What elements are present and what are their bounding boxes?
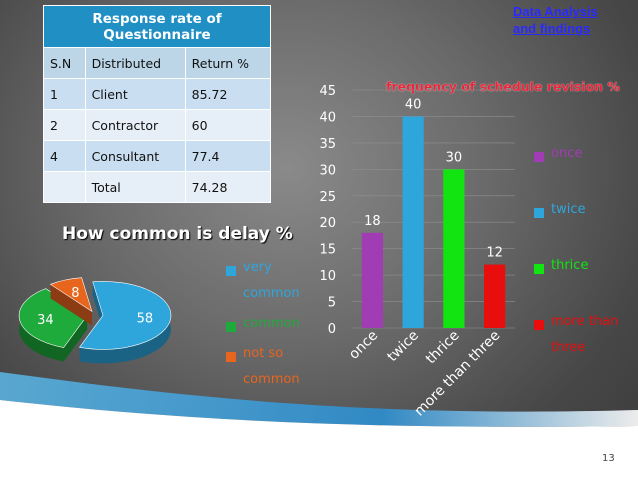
- table-cell: 1: [43, 78, 86, 110]
- table-cell: 85.72: [184, 78, 272, 110]
- table-row: 4 Consultant 77.4: [43, 140, 272, 172]
- x-category-label: twice: [384, 328, 422, 366]
- column-header: Return %: [184, 47, 272, 79]
- legend-label: common: [243, 316, 300, 331]
- pie-slice: [49, 277, 93, 326]
- legend-swatch: [534, 152, 544, 162]
- legend-item: once: [534, 146, 582, 167]
- column-header: Distributed: [84, 47, 186, 79]
- y-tick-label: 40: [319, 110, 336, 125]
- column-header: S.N: [43, 47, 86, 79]
- table-cell: 74.28: [184, 171, 272, 203]
- legend-swatch: [534, 264, 544, 274]
- y-tick-label: 45: [319, 84, 336, 99]
- legend-item: common: [226, 316, 300, 337]
- y-tick-label: 20: [319, 216, 336, 231]
- legend-swatch: [226, 266, 236, 276]
- pie-data-label: 8: [71, 286, 79, 301]
- legend-item: very common: [226, 260, 300, 307]
- bar-data-label: 30: [446, 150, 463, 165]
- table-cell: Client: [84, 78, 186, 110]
- bar: [484, 264, 506, 328]
- x-category-label: thrice: [423, 328, 463, 368]
- pie-slice: [78, 281, 172, 364]
- bar: [402, 116, 424, 328]
- table-cell: 60: [184, 109, 272, 141]
- pie-data-label: 34: [37, 313, 54, 328]
- y-tick-label: 10: [319, 269, 336, 284]
- section-title: Data Analysis and findings: [513, 4, 598, 36]
- bar-data-label: 18: [364, 214, 381, 229]
- table-cell: 4: [43, 140, 86, 172]
- bar-data-label: 12: [486, 246, 503, 261]
- table-cell: [43, 171, 86, 203]
- y-tick-label: 30: [319, 163, 336, 178]
- legend-label: thrice: [551, 258, 589, 273]
- table-cell: 2: [43, 109, 86, 141]
- table-cell: 77.4: [184, 140, 272, 172]
- bar: [361, 232, 383, 328]
- y-tick-label: 35: [319, 137, 336, 152]
- table-title: Response rate of Questionnaire: [43, 5, 271, 48]
- y-tick-label: 5: [328, 296, 336, 311]
- legend-item: more than three: [534, 314, 618, 361]
- legend-item: thrice: [534, 258, 588, 279]
- pie-data-label: 58: [137, 312, 154, 327]
- legend-label: once: [551, 146, 583, 161]
- legend-swatch: [534, 208, 544, 218]
- bar-data-label: 40: [405, 97, 422, 112]
- legend-item: not so common: [226, 346, 300, 393]
- legend-item: twice: [534, 202, 586, 223]
- y-tick-label: 0: [328, 322, 336, 337]
- x-category-label: once: [346, 328, 381, 363]
- table-cell: Total: [84, 171, 186, 203]
- legend-label: more than three: [551, 314, 619, 355]
- table-header-row: S.N Distributed Return %: [43, 47, 272, 79]
- legend-label: twice: [551, 202, 586, 217]
- table-row: Total 74.28: [43, 171, 272, 203]
- pie-legend: very common common not so common: [226, 260, 321, 412]
- table-cell: Contractor: [84, 109, 186, 141]
- table-row: 2 Contractor 60: [43, 109, 272, 141]
- table-cell: Consultant: [84, 140, 186, 172]
- y-tick-label: 15: [319, 243, 336, 258]
- legend-swatch: [534, 320, 544, 330]
- legend-label: very common: [243, 260, 300, 301]
- bar-legend: once twice thrice more than three: [534, 146, 634, 378]
- bar-chart: 0 5 10 15 20 25 30 35 40 45 18 once 40 twice 30 thrice 1…: [319, 84, 515, 419]
- pie-chart: 58 34 8: [18, 277, 172, 364]
- y-tick-label: 25: [319, 190, 336, 205]
- questionnaire-table: Response rate of Questionnaire S.N Distr…: [43, 5, 272, 203]
- table-row: 1 Client 85.72: [43, 78, 272, 110]
- legend-swatch: [226, 322, 236, 332]
- pie-chart-title: How common is delay %: [62, 224, 293, 244]
- bar: [443, 169, 465, 328]
- legend-label: not so common: [243, 346, 300, 387]
- legend-swatch: [226, 352, 236, 362]
- slide-number: 13: [602, 453, 615, 464]
